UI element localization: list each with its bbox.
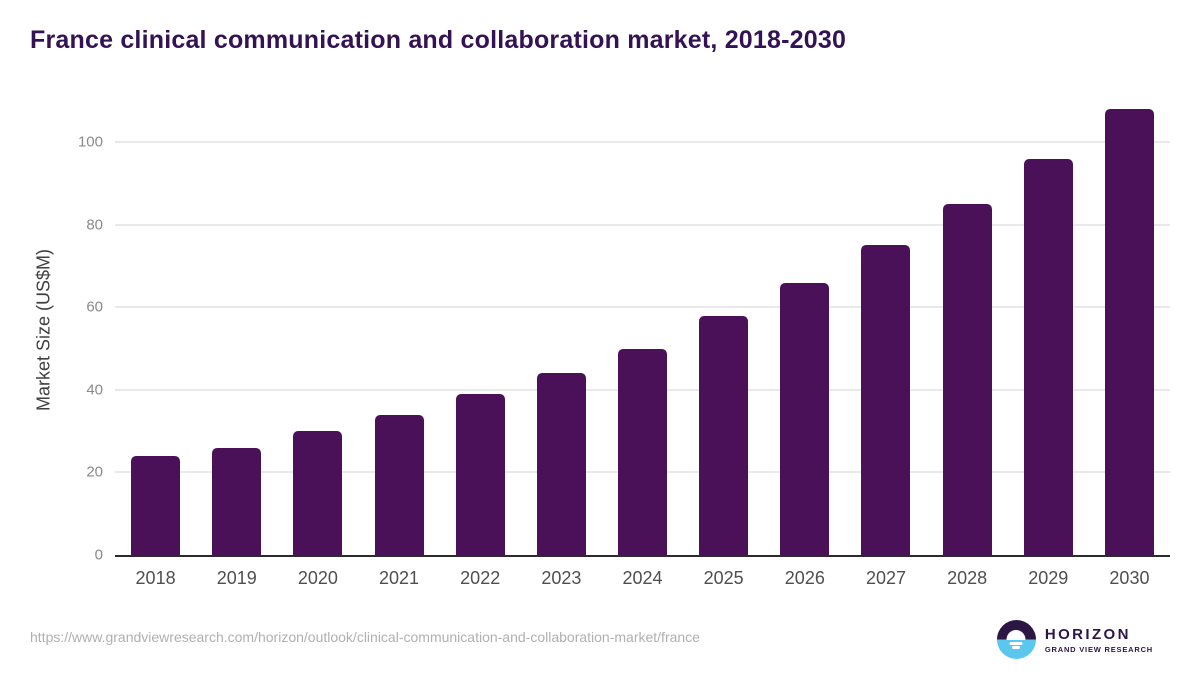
bars-container: 2018 2019 2020 2021 2022 2023 2024 2025 2026 2027… [115, 101, 1170, 588]
bar-slot: 2026 [764, 101, 845, 588]
bar-2029 [1023, 158, 1073, 555]
bar-2030 [1104, 109, 1154, 555]
x-axis-tick-label: 2019 [216, 568, 257, 588]
logo-brand-name: HORIZON [1044, 625, 1131, 643]
bar-2019 [212, 447, 262, 555]
bar-2020 [293, 431, 343, 555]
x-axis-tick-label: 2026 [784, 568, 825, 588]
bar-slot: 2024 [602, 101, 683, 588]
horizon-logo-icon [996, 620, 1036, 659]
x-axis-tick-label: 2018 [135, 568, 176, 588]
x-axis-tick-label: 2024 [622, 568, 663, 588]
bar-2018 [131, 455, 181, 555]
y-axis-tick-label: 100 [77, 133, 103, 151]
bar-slot: 2021 [358, 101, 439, 588]
sun-reflection-line [1009, 641, 1023, 645]
bar-slot: 2020 [277, 101, 358, 588]
x-axis-tick-label: 2020 [297, 568, 338, 588]
bar-slot: 2029 [1008, 101, 1089, 588]
sun-reflection-line [1012, 646, 1021, 649]
bar-slot: 2018 [115, 101, 196, 588]
y-axis-tick-label: 0 [94, 546, 103, 564]
x-axis-tick-label: 2022 [460, 568, 501, 588]
bar-slot: 2027 [845, 101, 926, 588]
y-axis-tick-label: 20 [86, 463, 103, 481]
x-axis-tick-label: 2023 [541, 568, 582, 588]
bar-slot: 2023 [521, 101, 602, 588]
gridline [115, 223, 1170, 226]
bar-slot: 2028 [927, 101, 1008, 588]
y-axis-tick-label: 40 [86, 381, 103, 399]
horizon-logo: HORIZON GRAND VIEW RESEARCH [996, 620, 1153, 659]
bar-2023 [536, 373, 586, 555]
bar-slot: 2019 [196, 101, 277, 588]
bar-2028 [942, 204, 992, 555]
y-axis-title: Market Size (US$M) [33, 248, 54, 412]
y-axis-tick-label: 60 [86, 298, 103, 316]
x-axis-tick-label: 2028 [947, 568, 988, 588]
x-axis-tick-label: 2030 [1109, 568, 1150, 588]
bar-2024 [618, 348, 668, 555]
bar-slot: 2030 [1089, 101, 1170, 588]
bar-2022 [455, 394, 505, 555]
bar-2027 [861, 245, 911, 555]
gridline [115, 306, 1170, 309]
y-axis-tick-label: 80 [86, 216, 103, 234]
bar-2026 [780, 282, 830, 555]
gridline [115, 141, 1170, 144]
logo-text: HORIZON GRAND VIEW RESEARCH [1045, 626, 1153, 654]
logo-tagline: GRAND VIEW RESEARCH [1044, 644, 1153, 654]
bar-2025 [699, 315, 749, 555]
x-axis-tick-label: 2027 [865, 568, 906, 588]
plot-area: 0 20 40 60 80 100 2018 2019 2020 2021 2022 2023 2024… [78, 101, 1170, 588]
sun-icon [1006, 630, 1026, 640]
bar-slot: 2022 [440, 101, 521, 588]
source-url: https://www.grandviewresearch.com/horizo… [30, 629, 700, 645]
x-axis-tick-label: 2029 [1028, 568, 1069, 588]
x-axis-tick-label: 2025 [703, 568, 744, 588]
bar-2021 [374, 414, 424, 555]
bar-slot: 2025 [683, 101, 764, 588]
chart-title: France clinical communication and collab… [30, 26, 847, 54]
x-axis-tick-label: 2021 [379, 568, 420, 588]
